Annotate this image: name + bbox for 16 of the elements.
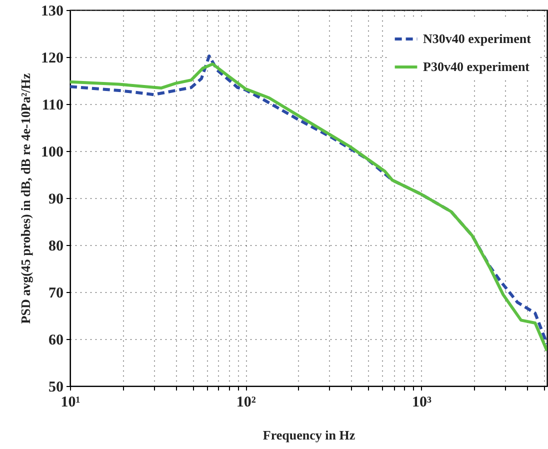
y-tick-label: 80: [48, 238, 64, 254]
y-tick-label: 100: [41, 144, 64, 160]
y-tick-label: 110: [42, 98, 64, 114]
y-tick-label: 70: [48, 286, 64, 302]
y-tick-label: 120: [41, 50, 64, 66]
y-axis-title: PSD avg(45 probes) in dB, dB re 4e-10Pa²/Hz: [18, 73, 33, 324]
x-axis-title: Frequency in Hz: [262, 428, 356, 442]
y-tick-label: 60: [48, 332, 64, 348]
y-tick-label: 50: [48, 380, 64, 396]
legend-label: P30v40 experiment: [423, 59, 530, 74]
legend-label: N30v40 experiment: [423, 31, 532, 46]
x-tick-label: 10³: [412, 394, 432, 410]
x-tick-label: 10¹: [60, 394, 80, 410]
x-tick-label: 10²: [236, 394, 256, 410]
y-tick-label: 130: [41, 4, 64, 20]
y-tick-label: 90: [48, 192, 64, 208]
